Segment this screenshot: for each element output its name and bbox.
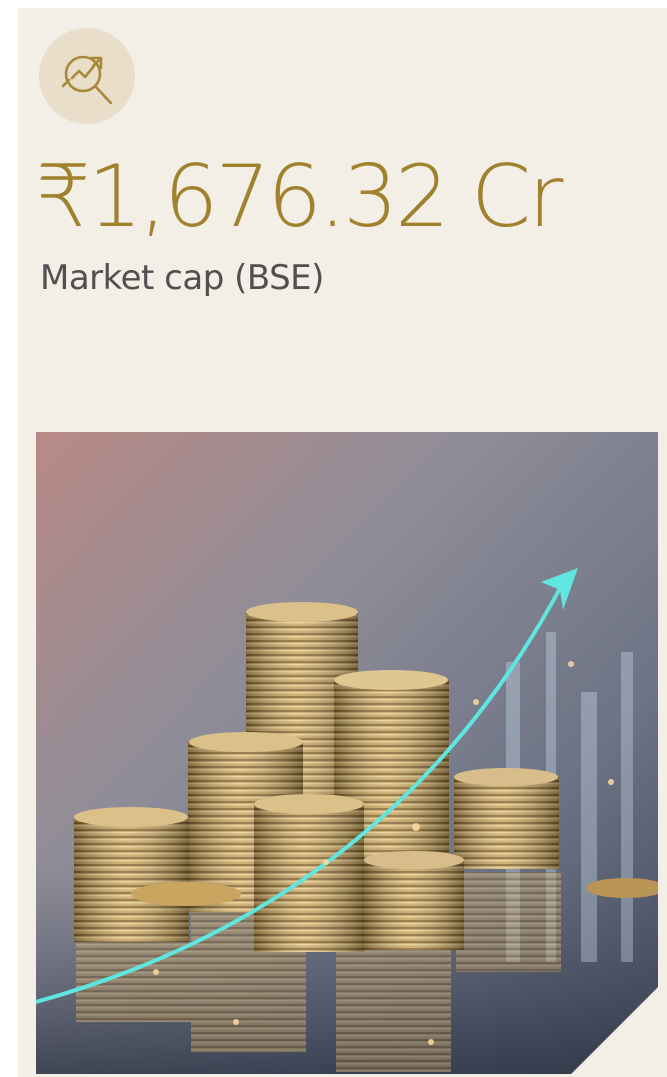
value: ₹1,676.32 Cr: [36, 150, 560, 245]
stack-shade: [364, 860, 464, 950]
loose-coin: [131, 882, 241, 906]
stack-shade: [74, 817, 189, 942]
stack-top: [254, 794, 364, 814]
stack-top: [189, 732, 303, 752]
stat-card: ₹1,676.32 Cr Market cap (BSE): [18, 8, 667, 1077]
stack-top: [246, 602, 358, 622]
stack-shade: [254, 804, 364, 952]
sparkle: [153, 969, 159, 975]
bg-bar: [581, 692, 597, 962]
sparkle: [323, 859, 329, 865]
sparkle: [412, 823, 420, 831]
sparkle: [473, 699, 479, 705]
stack-top: [74, 807, 188, 827]
sparkle: [568, 661, 574, 667]
photo: [36, 432, 659, 1074]
label: Market cap (BSE): [40, 258, 324, 298]
stack-top: [334, 670, 448, 690]
bg-bar: [621, 652, 633, 962]
stack-top: [454, 768, 558, 786]
photo-content: [36, 432, 659, 1074]
stack-top: [364, 851, 464, 869]
stack-shade: [454, 777, 559, 869]
sparkle: [233, 1019, 239, 1025]
reflection: [456, 872, 561, 972]
icon: [39, 28, 135, 124]
page: ₹1,676.32 Cr Market cap (BSE): [0, 0, 667, 1077]
sparkle: [428, 1039, 434, 1045]
sparkle: [608, 779, 614, 785]
